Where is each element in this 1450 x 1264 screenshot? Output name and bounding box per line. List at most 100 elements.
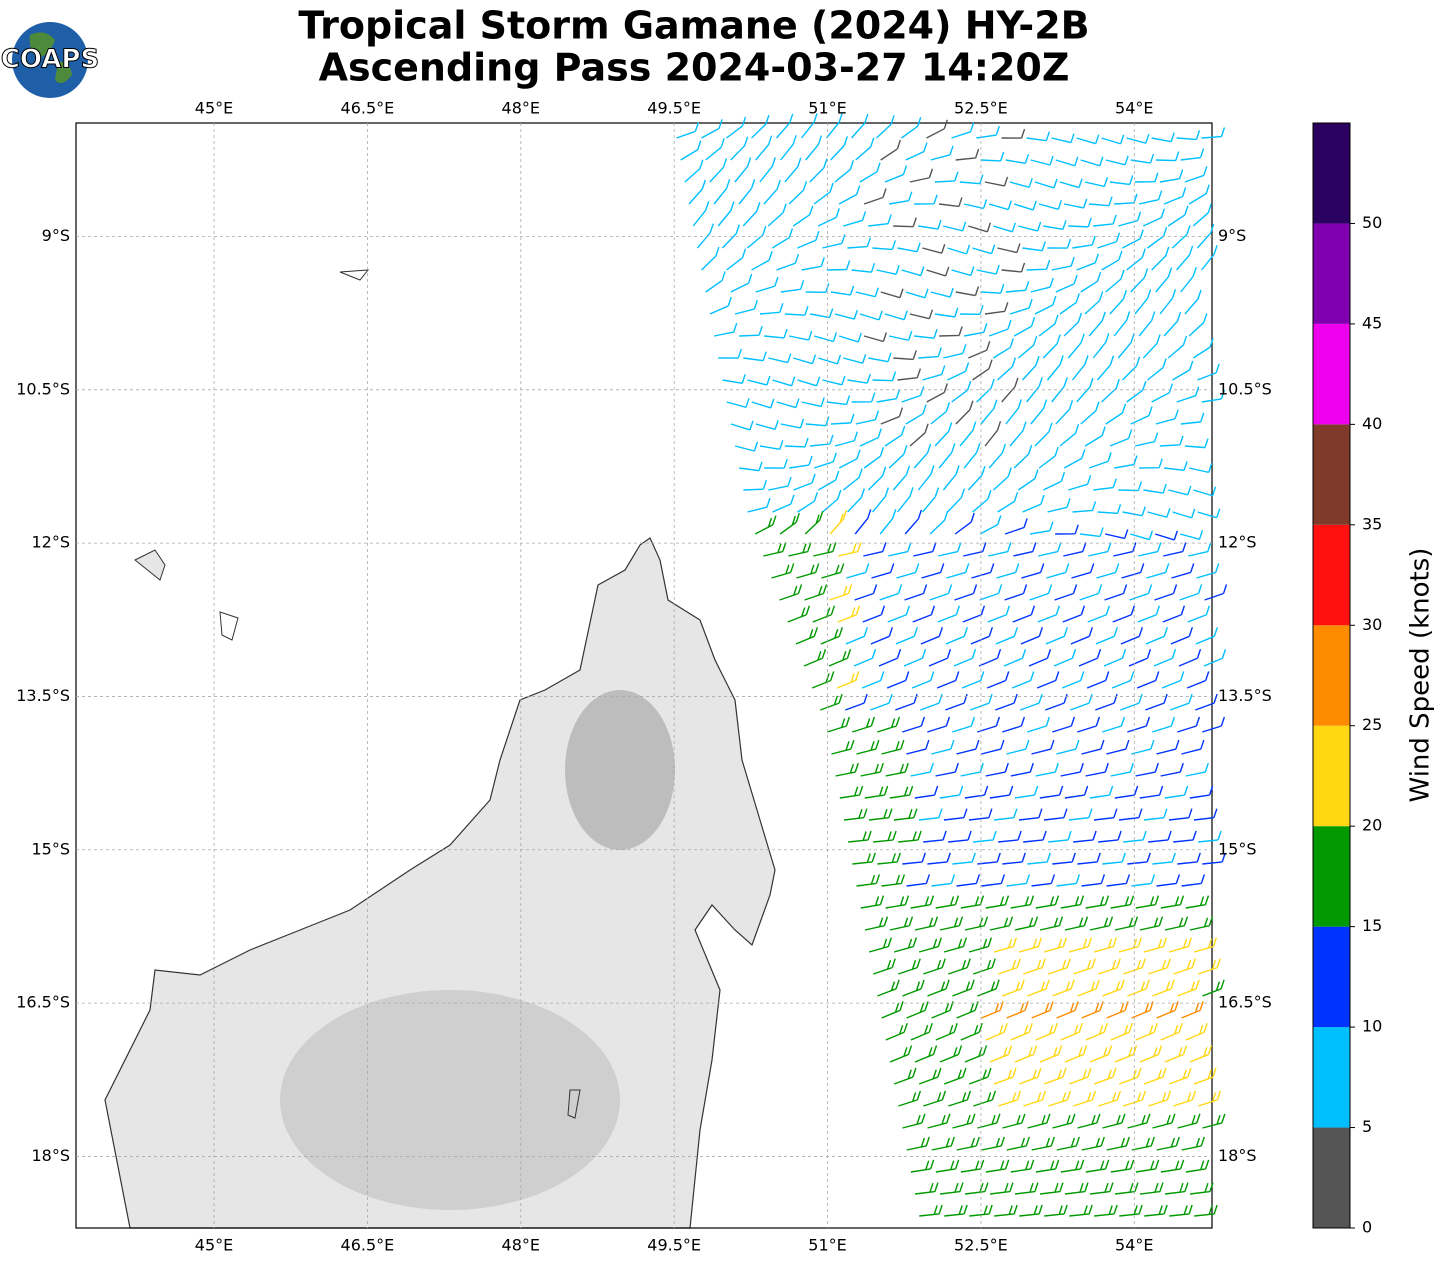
wind-barb bbox=[822, 234, 846, 249]
wind-barb bbox=[1017, 335, 1038, 359]
wind-barb bbox=[993, 1067, 1017, 1085]
wind-barb bbox=[1063, 312, 1083, 337]
wind-barb bbox=[898, 958, 921, 975]
x-tick-label: 48°E bbox=[502, 99, 540, 118]
wind-barb bbox=[897, 242, 921, 253]
wind-barb bbox=[1189, 463, 1213, 474]
wind-barb bbox=[780, 135, 797, 161]
wind-barb bbox=[1192, 203, 1212, 227]
wind-barb bbox=[1076, 253, 1099, 271]
wind-barb bbox=[1051, 133, 1075, 144]
wind-barb bbox=[1170, 627, 1194, 645]
wind-barb bbox=[1035, 895, 1060, 909]
wind-barb bbox=[709, 158, 728, 183]
wind-barb bbox=[1004, 518, 1028, 535]
wind-barb bbox=[988, 542, 1012, 557]
island bbox=[134, 549, 166, 581]
wind-barb bbox=[956, 874, 981, 887]
wind-barb bbox=[717, 201, 735, 227]
wind-barb bbox=[726, 248, 747, 271]
wind-barb bbox=[861, 671, 885, 689]
wind-barb bbox=[1167, 335, 1188, 359]
wind-barb bbox=[939, 785, 964, 799]
wind-barb bbox=[1122, 506, 1146, 517]
wind-barb bbox=[970, 693, 993, 711]
colorbar-segment bbox=[1313, 424, 1350, 525]
wind-barb bbox=[939, 326, 963, 337]
wind-barb bbox=[989, 1045, 1013, 1063]
wind-barb bbox=[1138, 542, 1162, 557]
wind-barb bbox=[952, 979, 975, 997]
wind-barb bbox=[1051, 377, 1068, 403]
wind-barb bbox=[1061, 671, 1085, 689]
wind-barb bbox=[945, 627, 969, 645]
wind-barb bbox=[1169, 1204, 1193, 1217]
wind-barb bbox=[1109, 429, 1133, 447]
wind-barb bbox=[1038, 200, 1063, 210]
wind-barb bbox=[1142, 208, 1166, 227]
x-tick-label: 46.5°E bbox=[341, 1236, 395, 1255]
wind-barb bbox=[906, 874, 931, 887]
wind-barb bbox=[1023, 958, 1046, 975]
wind-barb bbox=[1001, 128, 1026, 139]
x-tick-label: 51°E bbox=[808, 1236, 846, 1255]
wind-barb bbox=[813, 182, 834, 205]
wind-barb bbox=[1154, 530, 1178, 541]
wind-barb bbox=[1006, 1001, 1029, 1019]
wind-barb bbox=[964, 916, 989, 931]
wind-barb bbox=[955, 148, 980, 161]
wind-barb bbox=[1001, 377, 1019, 403]
wind-barb bbox=[1071, 563, 1095, 579]
wind-barb bbox=[821, 563, 845, 579]
wind-barb bbox=[997, 357, 1017, 381]
colorbar-segment bbox=[1313, 223, 1350, 324]
wind-barb bbox=[1051, 256, 1075, 271]
wind-barb bbox=[1196, 563, 1220, 579]
wind-barb bbox=[964, 1045, 988, 1063]
wind-barb bbox=[1163, 187, 1187, 205]
wind-barb bbox=[906, 739, 930, 755]
wind-barb bbox=[1002, 716, 1026, 733]
wind-barb bbox=[1160, 1022, 1183, 1041]
wind-barb bbox=[1096, 563, 1120, 579]
wind-barb bbox=[895, 627, 919, 645]
wind-barb bbox=[909, 423, 929, 447]
wind-barb bbox=[825, 113, 843, 139]
wind-barb bbox=[939, 916, 964, 931]
wind-barb bbox=[929, 584, 953, 601]
wind-barb bbox=[1101, 134, 1125, 145]
wind-barb bbox=[985, 895, 1010, 909]
logo: COAPS bbox=[0, 22, 100, 98]
wind-barb bbox=[850, 113, 869, 139]
wind-barb bbox=[931, 739, 955, 755]
wind-barb bbox=[979, 584, 1003, 601]
wind-barb bbox=[1155, 151, 1180, 162]
wind-barb bbox=[1035, 1159, 1060, 1173]
wind-barb bbox=[855, 137, 875, 161]
colorbar-tick-label: 40 bbox=[1362, 414, 1382, 433]
wind-barb bbox=[1080, 271, 1102, 293]
wind-barb bbox=[847, 373, 871, 384]
wind-barb bbox=[1020, 627, 1044, 645]
wind-barb bbox=[918, 1067, 942, 1085]
wind-barb bbox=[1003, 649, 1027, 667]
wind-barb bbox=[943, 937, 968, 953]
wind-barb bbox=[893, 350, 917, 361]
wind-barb bbox=[881, 739, 905, 755]
logo-text: COAPS bbox=[1, 45, 99, 75]
wind-barb bbox=[768, 476, 792, 491]
wind-barb bbox=[1105, 403, 1127, 425]
wind-barb bbox=[973, 958, 996, 975]
wind-barb bbox=[961, 671, 985, 689]
wind-barb bbox=[739, 461, 763, 472]
wind-barb bbox=[1110, 1159, 1135, 1173]
wind-barb bbox=[1180, 412, 1205, 425]
wind-barb bbox=[1189, 1182, 1214, 1195]
wind-barb bbox=[843, 808, 868, 821]
wind-barb bbox=[1097, 232, 1121, 249]
wind-barb bbox=[952, 1113, 976, 1129]
wind-barb bbox=[1002, 852, 1026, 865]
wind-barb bbox=[1027, 852, 1051, 865]
wind-barb bbox=[988, 200, 1012, 211]
wind-barb bbox=[885, 895, 910, 909]
